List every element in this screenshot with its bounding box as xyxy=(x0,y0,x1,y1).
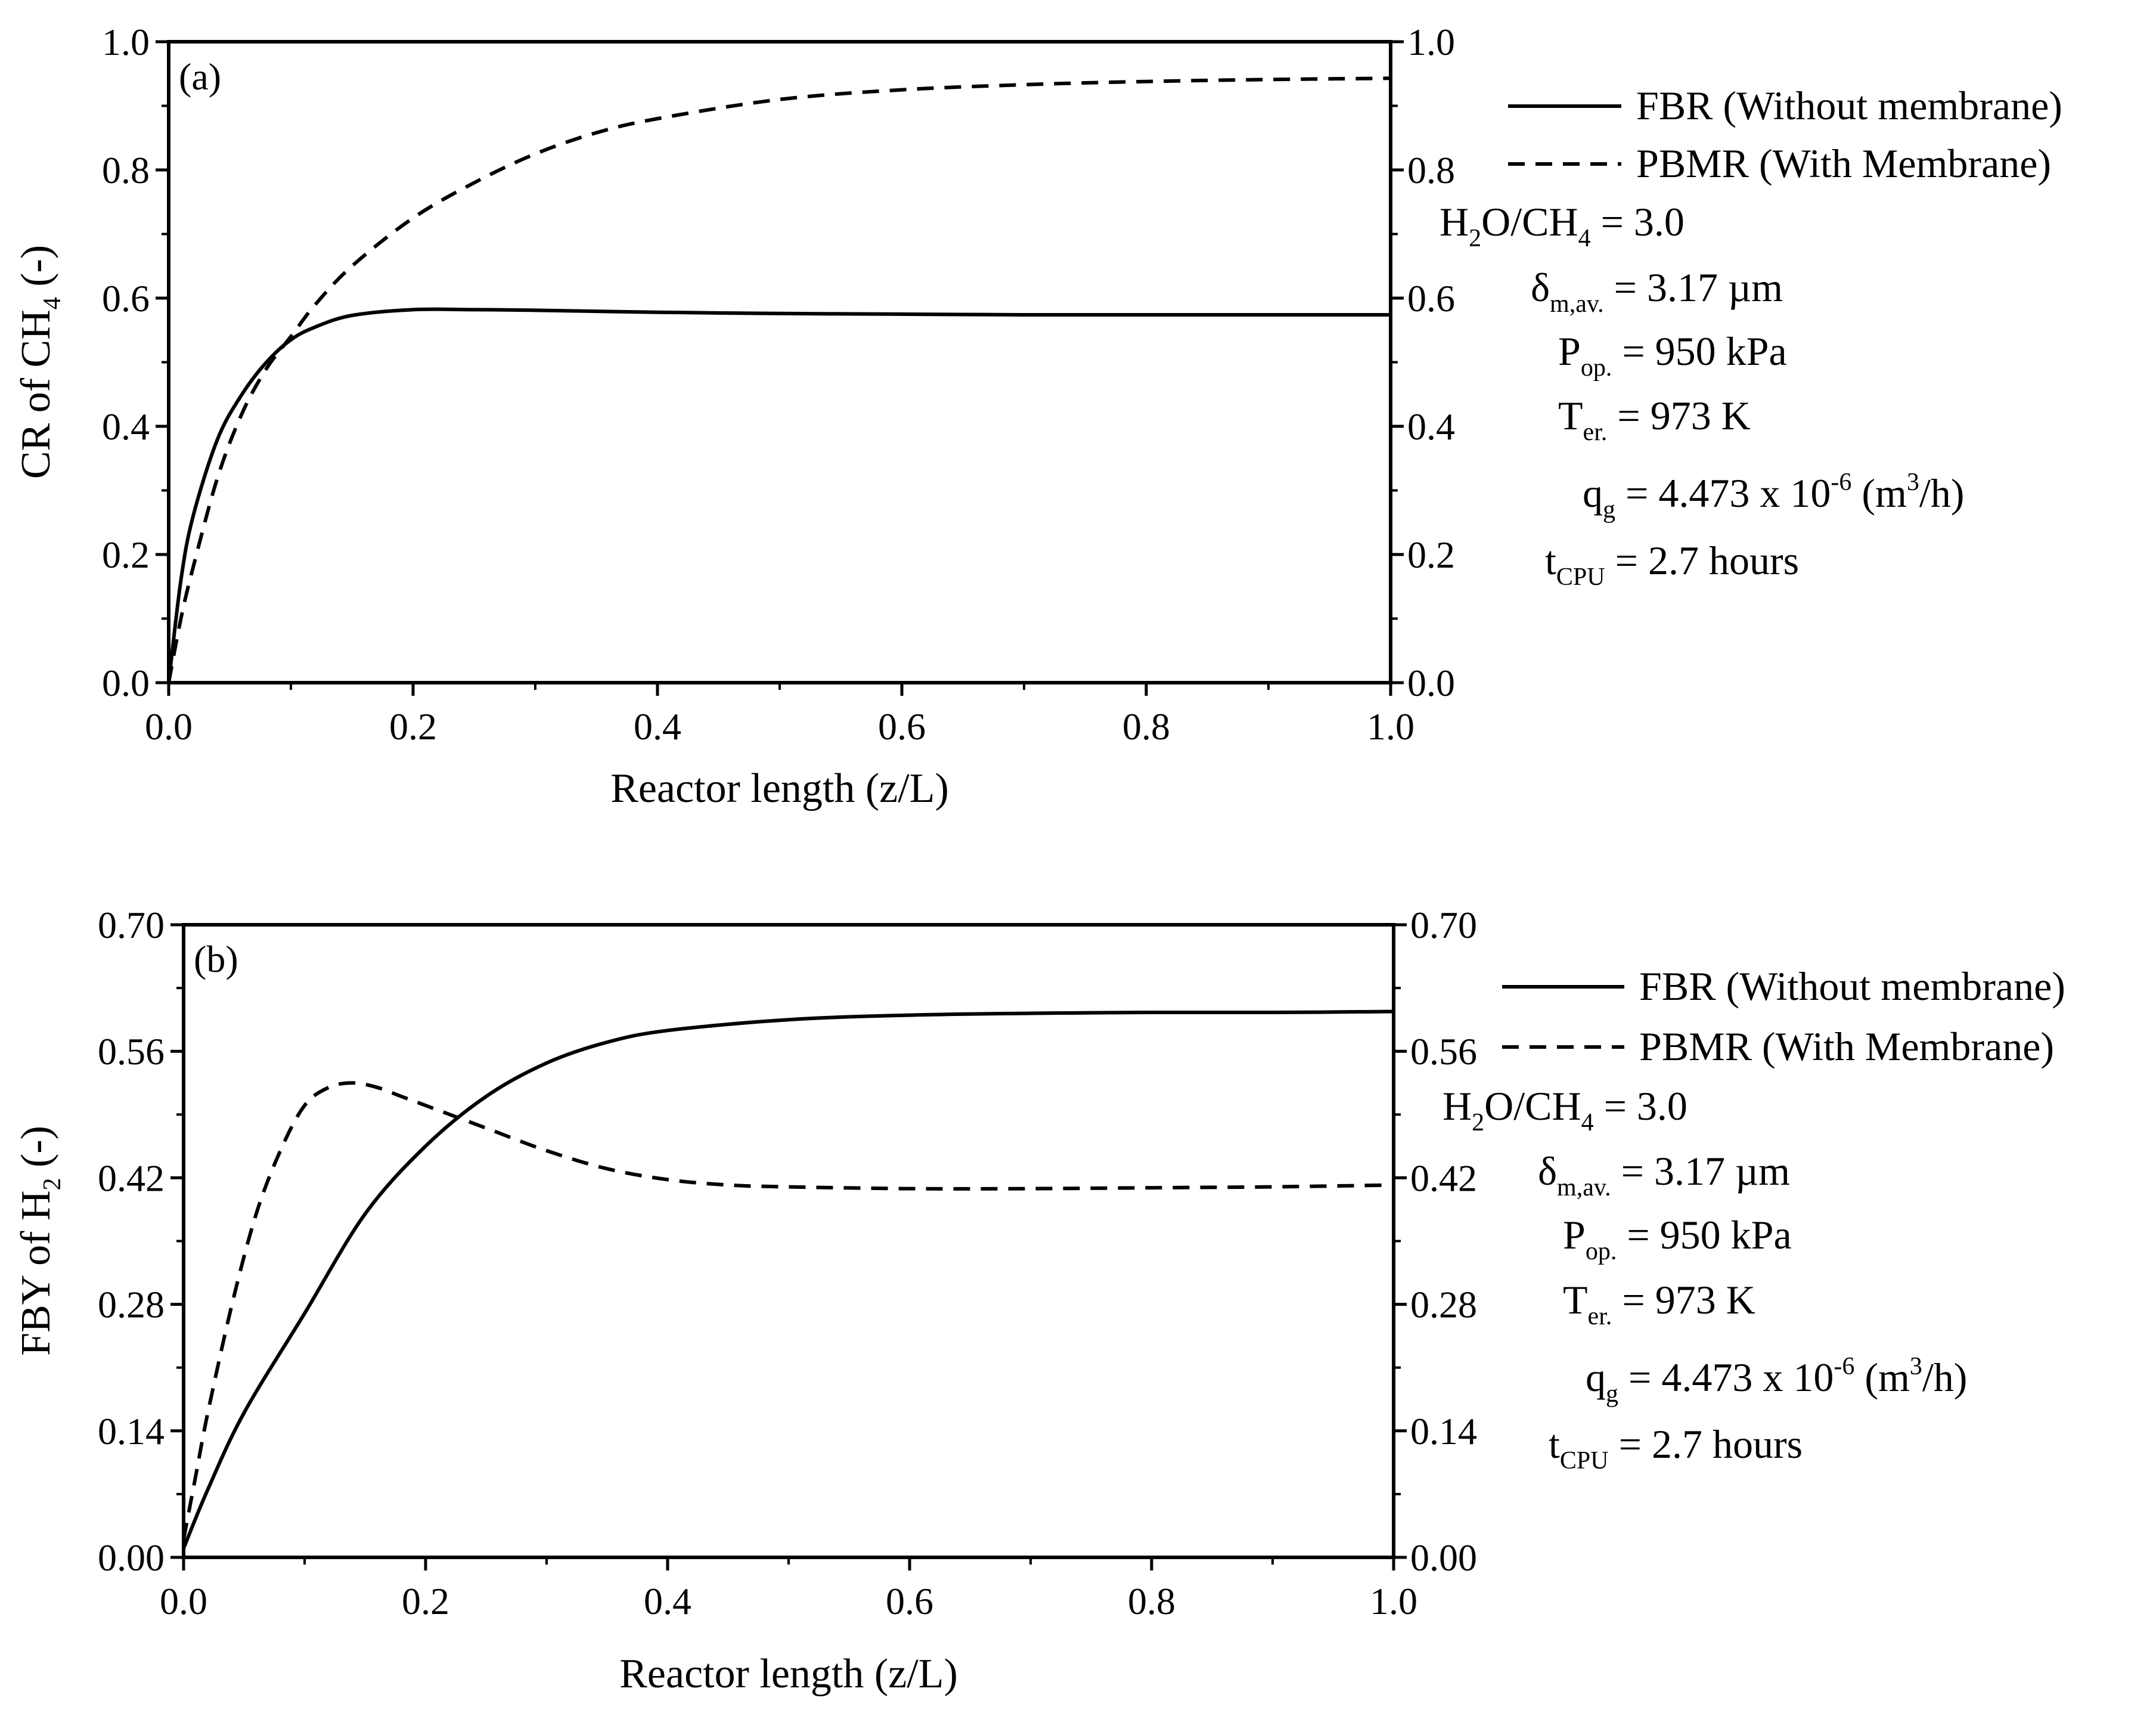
ticks-b: 0.0 0.2 0.4 0.6 0.8 1.00.00 0.000.14 0.140.28 0.… xyxy=(98,904,1477,1622)
y-tick-label-right: 0.8 xyxy=(1407,149,1455,191)
x-tick-label: 0.8 xyxy=(1128,1580,1175,1622)
series-a xyxy=(167,76,1391,683)
param-delta-b: δm,av. = 3.17 µm xyxy=(1538,1148,1790,1201)
legend-b: FBR (Without membrane) PBMR (With Membra… xyxy=(1502,964,2065,1069)
y-tick-label-left: 1.0 xyxy=(102,21,150,63)
x-tick-label: 1.0 xyxy=(1370,1580,1417,1622)
y-tick-label-right: 0.00 xyxy=(1410,1536,1477,1579)
ticks-a: 0.0 0.2 0.4 0.6 0.8 1.00.0 0.00.2 0.20.4 0.40.6 0… xyxy=(102,21,1455,748)
param-temperature-b: Ter. = 973 K xyxy=(1563,1277,1755,1330)
x-axis-title-a: Reactor length (z/L) xyxy=(610,766,949,811)
y-tick-label-right: 0.0 xyxy=(1407,662,1455,704)
legend-pbmr-label-b: PBMR (With Membrane) xyxy=(1639,1024,2054,1069)
y-tick-label-right: 0.42 xyxy=(1410,1157,1477,1199)
y-tick-label-right: 0.28 xyxy=(1410,1284,1477,1326)
y-tick-label-right: 0.6 xyxy=(1407,277,1455,320)
panel-label-b: (b) xyxy=(194,938,238,980)
x-tick-label: 0.4 xyxy=(644,1580,691,1622)
y-tick-label-right: 0.70 xyxy=(1410,904,1477,946)
x-tick-label: 0.2 xyxy=(402,1580,449,1622)
panel-b: 0.0 0.2 0.4 0.6 0.8 1.00.00 0.000.14 0.140.28 0.… xyxy=(13,904,2065,1697)
x-tick-label: 1.0 xyxy=(1367,705,1414,748)
parameters-a: H2O/CH4 = 3.0 δm,av. = 3.17 µm Pop. = 95… xyxy=(1440,199,1964,591)
y-tick-label-left: 0.70 xyxy=(98,904,165,946)
y-tick-label-left: 0.0 xyxy=(102,662,150,704)
x-tick-label: 0.6 xyxy=(886,1580,933,1622)
parameters-b: H2O/CH4 = 3.0 δm,av. = 3.17 µm Pop. = 95… xyxy=(1442,1083,1967,1474)
y-tick-label-left: 0.56 xyxy=(98,1030,165,1073)
param-cpu-a: tCPU = 2.7 hours xyxy=(1545,538,1799,591)
legend-fbr-label-b: FBR (Without membrane) xyxy=(1639,964,2065,1009)
y-tick-label-right: 0.4 xyxy=(1407,405,1455,448)
y-tick-label-left: 0.2 xyxy=(102,534,150,576)
y-tick-label-left: 0.28 xyxy=(98,1284,165,1326)
x-tick-label: 0.6 xyxy=(878,705,926,748)
pbmr-series-line-a xyxy=(167,76,1391,683)
y-tick-label-right: 1.0 xyxy=(1407,21,1455,63)
y-tick-label-right: 0.2 xyxy=(1407,534,1455,576)
fbr-series-line-a xyxy=(167,307,1391,683)
param-ratio-b: H2O/CH4 = 3.0 xyxy=(1442,1083,1687,1136)
y-tick-label-left: 0.6 xyxy=(102,277,150,320)
y-tick-label-right: 0.56 xyxy=(1410,1030,1477,1073)
legend-pbmr-label-a: PBMR (With Membrane) xyxy=(1636,141,2051,186)
x-tick-label: 0.2 xyxy=(389,705,437,748)
plot-frame-a xyxy=(167,40,1392,684)
x-tick-label: 0.0 xyxy=(160,1580,207,1622)
panel-a: 0.0 0.2 0.4 0.6 0.8 1.00.0 0.00.2 0.20.4 0.40.6 0… xyxy=(13,21,2062,811)
param-temperature-a: Ter. = 973 K xyxy=(1558,393,1751,446)
x-axis-title-b: Reactor length (z/L) xyxy=(619,1651,958,1697)
fbr-series-line-b xyxy=(182,1009,1394,1549)
param-cpu-b: tCPU = 2.7 hours xyxy=(1549,1421,1803,1474)
pbmr-series-line-b xyxy=(182,1081,1394,1540)
y-axis-title-b: FBY of H2 (-) xyxy=(13,1126,66,1356)
param-pressure-a: Pop. = 950 kPa xyxy=(1558,329,1787,382)
param-ratio-a: H2O/CH4 = 3.0 xyxy=(1440,199,1685,252)
x-tick-label: 0.4 xyxy=(634,705,681,748)
param-flow-a: qg = 4.473 x 10-6 (m3/h) xyxy=(1583,469,1964,523)
y-tick-label-left: 0.14 xyxy=(98,1410,165,1452)
y-tick-label-left: 0.00 xyxy=(98,1536,165,1579)
y-axis-title-a: CR of CH4 (-) xyxy=(13,245,66,479)
series-b xyxy=(182,1009,1394,1549)
legend-a: FBR (Without membrane) PBMR (With Membra… xyxy=(1508,83,2062,186)
y-tick-label-right: 0.14 xyxy=(1410,1410,1477,1452)
panel-label-a: (a) xyxy=(179,55,221,98)
param-pressure-b: Pop. = 950 kPa xyxy=(1563,1212,1792,1265)
y-tick-label-left: 0.8 xyxy=(102,149,150,191)
y-tick-label-left: 0.42 xyxy=(98,1157,165,1199)
y-tick-label-left: 0.4 xyxy=(102,405,150,448)
param-flow-b: qg = 4.473 x 10-6 (m3/h) xyxy=(1586,1353,1967,1408)
x-tick-label: 0.0 xyxy=(145,705,193,748)
x-tick-label: 0.8 xyxy=(1122,705,1170,748)
legend-fbr-label-a: FBR (Without membrane) xyxy=(1636,83,2062,128)
param-delta-a: δm,av. = 3.17 µm xyxy=(1531,265,1783,318)
